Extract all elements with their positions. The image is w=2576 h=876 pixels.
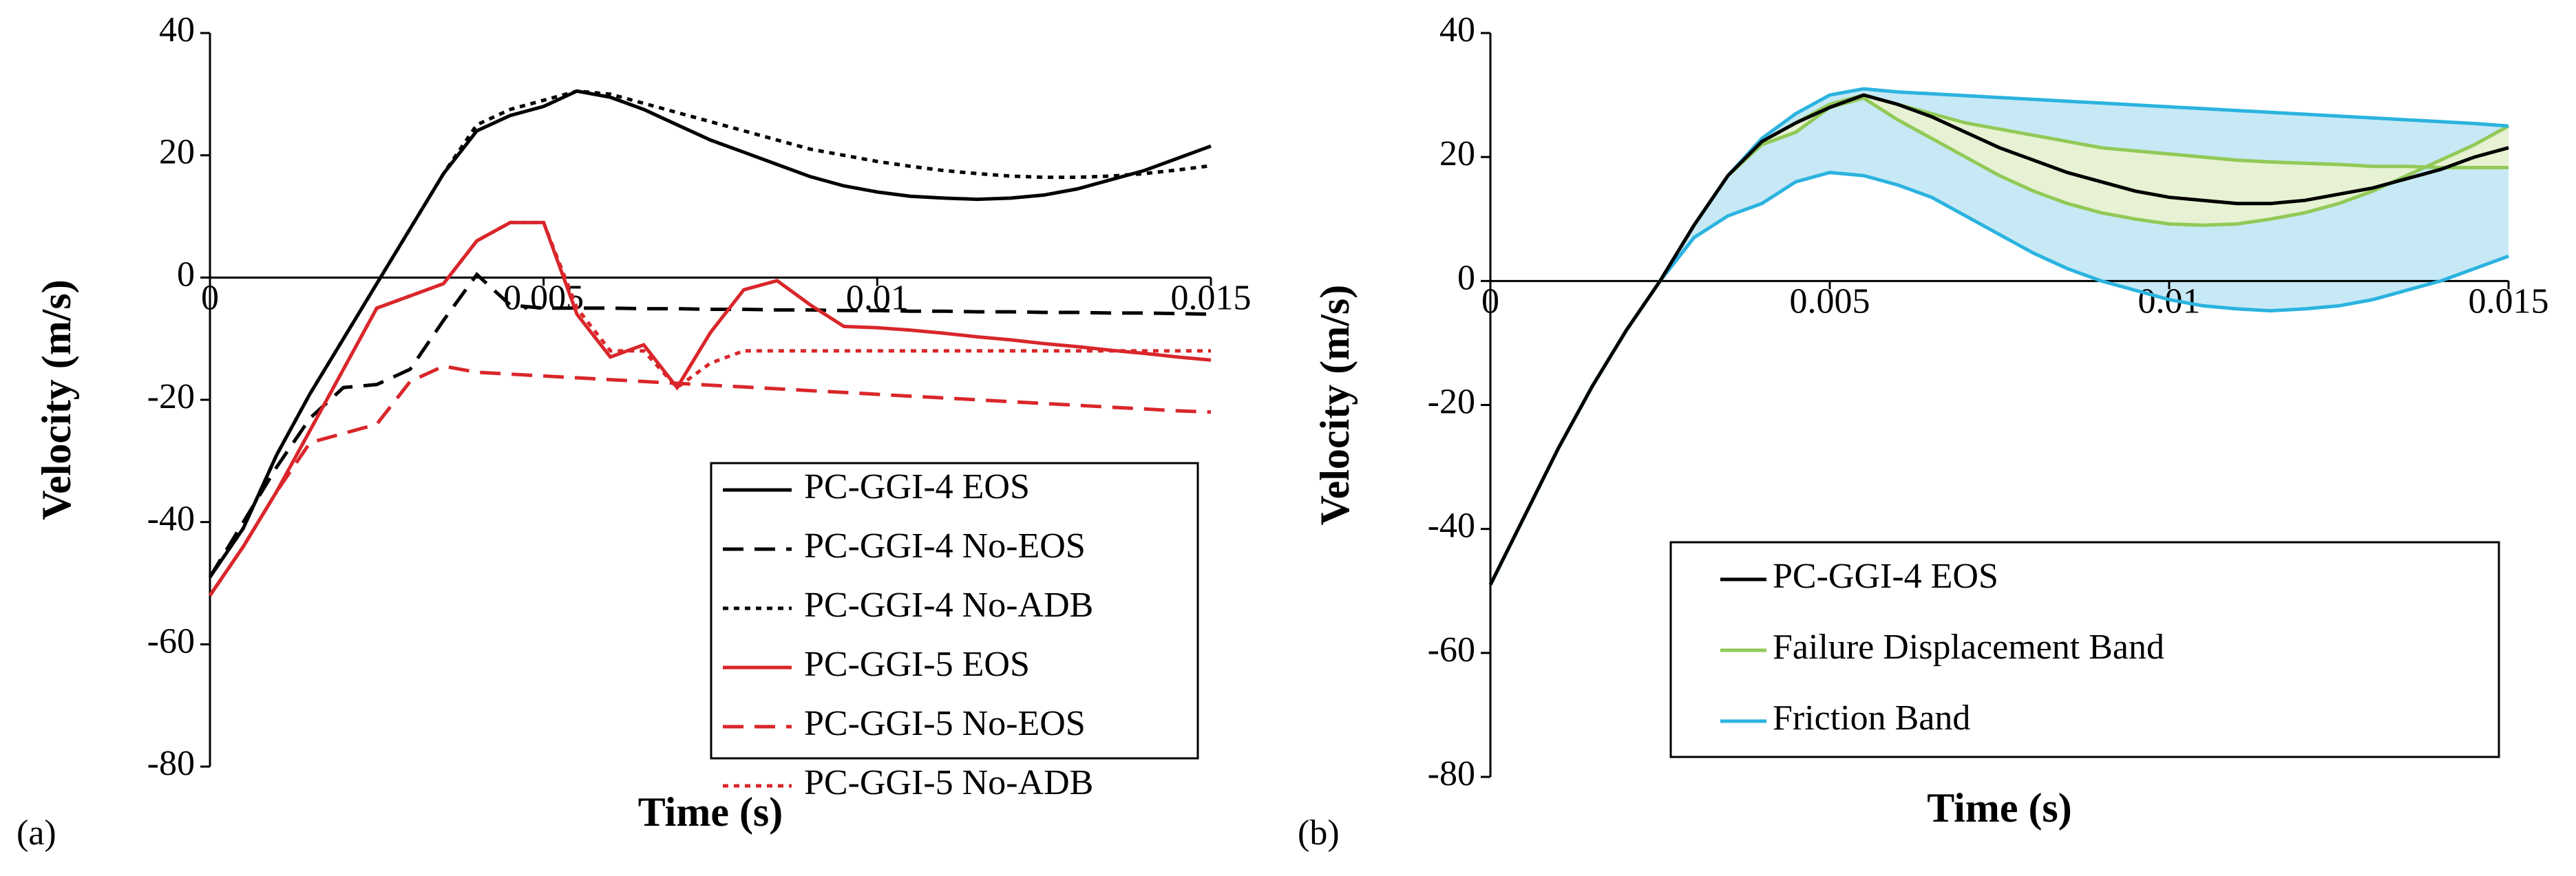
y-tick-label: -60 — [147, 621, 195, 661]
legend-label: PC-GGI-4 EOS — [1773, 557, 1998, 596]
y-tick-label: -60 — [1428, 630, 1475, 670]
y-tick-label: -40 — [147, 500, 195, 539]
series-line — [1488, 93, 2509, 586]
y-tick-label: -80 — [1428, 754, 1475, 793]
legend-label: Failure Displacement Band — [1773, 628, 2164, 667]
y-tick-label: -20 — [147, 377, 195, 416]
legend-label: PC-GGI-5 No-ADB — [804, 763, 1093, 802]
series-line — [208, 364, 1212, 597]
legend-label: PC-GGI-4 EOS — [804, 467, 1030, 506]
y-tick-label: -40 — [1428, 506, 1475, 546]
x-tick-label: 0 — [1481, 281, 1499, 321]
x-tick-label: 0.015 — [1171, 278, 1252, 317]
legend-label: Friction Band — [1773, 698, 1970, 738]
y-tick-label: 20 — [1439, 134, 1475, 173]
legend-label: PC-GGI-4 No-EOS — [804, 526, 1086, 566]
legend-label: PC-GGI-5 EOS — [804, 645, 1030, 684]
legend-box — [1669, 541, 2500, 758]
y-axis-label: Velocity (m/s) — [34, 279, 79, 520]
band-fill — [1490, 95, 2509, 585]
y-tick-label: -20 — [1428, 382, 1475, 421]
x-axis-label: Time (s) — [638, 789, 783, 835]
x-tick-label: 0.015 — [2469, 281, 2549, 321]
legend-label: PC-GGI-4 No-ADB — [804, 586, 1093, 625]
x-axis-label: Time (s) — [1927, 785, 2072, 831]
y-tick-label: -80 — [147, 744, 195, 783]
series-line — [208, 89, 1212, 579]
legend-label: PC-GGI-5 No-EOS — [804, 704, 1086, 743]
x-tick-label: 0.005 — [1790, 281, 1870, 321]
y-tick-label: 0 — [177, 255, 195, 294]
series-line — [208, 220, 1211, 597]
panel-label: (a) — [17, 813, 56, 853]
y-axis-label: Velocity (m/s) — [1312, 285, 1358, 525]
legend-box — [710, 462, 1199, 760]
series-line — [208, 272, 1212, 578]
y-tick-label: 40 — [159, 10, 195, 50]
panel-label: (b) — [1298, 813, 1340, 853]
x-tick-label: 0 — [201, 278, 219, 317]
y-tick-label: 20 — [159, 133, 195, 172]
y-tick-label: 0 — [1457, 258, 1475, 297]
y-tick-label: 40 — [1439, 10, 1475, 50]
